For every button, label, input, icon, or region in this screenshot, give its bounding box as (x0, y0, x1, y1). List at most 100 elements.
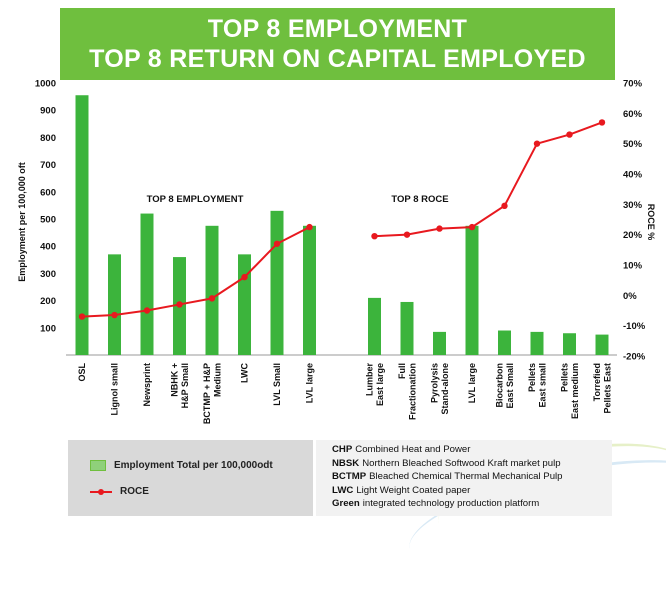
abbreviation-key: Green (332, 498, 360, 509)
abbreviation-text: integrated technology production platfor… (362, 498, 540, 509)
x-tick-label: Medium (212, 363, 222, 397)
y-tick-label-left: 300 (40, 269, 56, 280)
x-tick-label: LVL large (467, 363, 477, 403)
roce-point (501, 202, 508, 210)
x-tick-label: Torrefied (592, 363, 602, 401)
bar (465, 225, 479, 355)
roce-point (176, 301, 183, 308)
roce-point (306, 223, 313, 231)
y-tick-label-right: 70% (623, 79, 643, 90)
abbreviation-row: LWC Light Weight Coated paper (332, 484, 612, 498)
roce-point (598, 119, 606, 126)
roce-line (374, 121, 603, 238)
y-tick-label-left: 200 (40, 296, 56, 307)
legend-item-employment: Employment Total per 100,000odt (90, 460, 273, 471)
legend-swatch-roce (90, 487, 112, 497)
x-tick-label: Pellets East (602, 363, 612, 414)
x-tick-label: Lignol small (110, 363, 120, 416)
roce-point (566, 131, 573, 138)
bar (140, 213, 154, 355)
x-tick-label: East Small (505, 363, 515, 409)
y-tick-label-right: 30% (623, 200, 643, 211)
x-tick-label: OSL (77, 363, 87, 382)
x-tick-label: Fractionation (407, 363, 417, 420)
abbreviation-key: LWC (332, 484, 354, 496)
title-line-2: TOP 8 RETURN ON CAPITAL EMPLOYED (89, 45, 586, 73)
roce-point (273, 240, 281, 247)
x-tick-label: Newsprint (142, 363, 152, 407)
roce-point (436, 225, 443, 232)
x-tick-label: BCTMP + H&P (202, 363, 212, 424)
y-tick-label-right: 60% (623, 109, 643, 120)
y-tick-label-right: -10% (623, 321, 646, 332)
y-tick-label-right: -20% (623, 352, 646, 363)
abbreviation-key: BCTMP (332, 471, 367, 482)
chart: 100 200 300 400 500 600 700 800 900 1000 70% 60% 50%… (17, 79, 656, 425)
abbreviation-text: Northern Bleached Softwood Kraft market … (362, 457, 561, 469)
x-tick-label: LWC (240, 363, 250, 383)
bar (433, 331, 446, 355)
roce-point (371, 232, 378, 240)
roce-point (208, 295, 216, 302)
title-banner: TOP 8 EMPLOYMENT TOP 8 RETURN ON CAPITAL… (60, 8, 615, 80)
annotation-top-employment: TOP 8 EMPLOYMENT (147, 194, 244, 205)
legend-label-roce: ROCE (120, 486, 149, 497)
abbreviation-text: Light Weight Coated paper (356, 484, 471, 496)
x-tick-label: LVL Small (272, 363, 282, 406)
bar (368, 297, 381, 355)
y-tick-label-left: 400 (40, 242, 56, 253)
abbreviation-text: Combined Heat and Power (355, 444, 471, 455)
y-tick-label-left: 100 (40, 323, 56, 334)
x-tick-label: Full (397, 363, 407, 379)
bar (238, 254, 251, 355)
x-tick-label: East large (375, 363, 385, 406)
abbreviation-row: BCTMP Bleached Chemical Thermal Mechanica… (332, 470, 612, 484)
x-tick-label: Pellets (559, 363, 569, 392)
y-tick-label-left: 1000 (35, 79, 56, 90)
roce-point (241, 273, 248, 281)
abbreviation-row: CHP Combined Heat and Power (332, 443, 612, 457)
y-tick-label-left: 600 (40, 187, 56, 198)
y-tick-label-left: 800 (40, 133, 56, 144)
bar (595, 334, 609, 355)
y-tick-label-right: 10% (623, 261, 643, 272)
y-tick-label-left: 500 (40, 215, 56, 226)
y-tick-label-right: 50% (623, 139, 643, 150)
roce-point (78, 313, 86, 320)
roce-point (143, 307, 151, 314)
legend: Employment Total per 100,000odt ROCE (68, 440, 313, 516)
x-tick-label: Pyrolysis (429, 363, 439, 403)
roce-line (81, 226, 310, 318)
bar (205, 225, 219, 355)
roce-point (468, 223, 476, 231)
annotation-top-roce: TOP 8 ROCE (391, 194, 448, 205)
y-axis-title-right: ROCE % (646, 204, 656, 241)
y-tick-label-right: 40% (623, 170, 643, 181)
roce-point (111, 311, 118, 319)
bar (75, 95, 89, 356)
y-tick-label-right: 20% (623, 230, 643, 241)
roce-point (533, 140, 541, 147)
abbreviation-row: Green integrated technology production pl… (332, 497, 612, 511)
y-tick-label-left: 700 (40, 160, 56, 171)
legend-swatch-employment (90, 460, 106, 471)
bar (400, 301, 414, 355)
bar (108, 254, 121, 355)
x-tick-label: Lumber (364, 363, 374, 397)
bar (270, 210, 284, 355)
y-tick-label-left: 900 (40, 106, 56, 117)
title-line-1: TOP 8 EMPLOYMENT (207, 15, 468, 43)
abbreviations-box: CHP Combined Heat and Power NBSK Northern … (316, 440, 612, 516)
x-tick-label: Stand-alone (440, 363, 450, 415)
abbreviation-row: NBSK Northern Bleached Softwood Kraft mar… (332, 457, 612, 471)
x-tick-label: NBHK + (169, 363, 179, 397)
x-tick-label: Biocarbon (494, 363, 504, 408)
roce-point (403, 231, 411, 238)
x-tick-label: H&P Small (180, 363, 190, 408)
abbreviation-text: Bleached Chemical Thermal Mechanical Pul… (369, 471, 563, 482)
y-axis-title-left: Employment per 100,000 oft (17, 162, 27, 282)
x-tick-label: East medium (570, 363, 580, 419)
abbreviation-key: NBSK (332, 457, 360, 469)
bar (303, 225, 316, 355)
bar (498, 330, 511, 355)
